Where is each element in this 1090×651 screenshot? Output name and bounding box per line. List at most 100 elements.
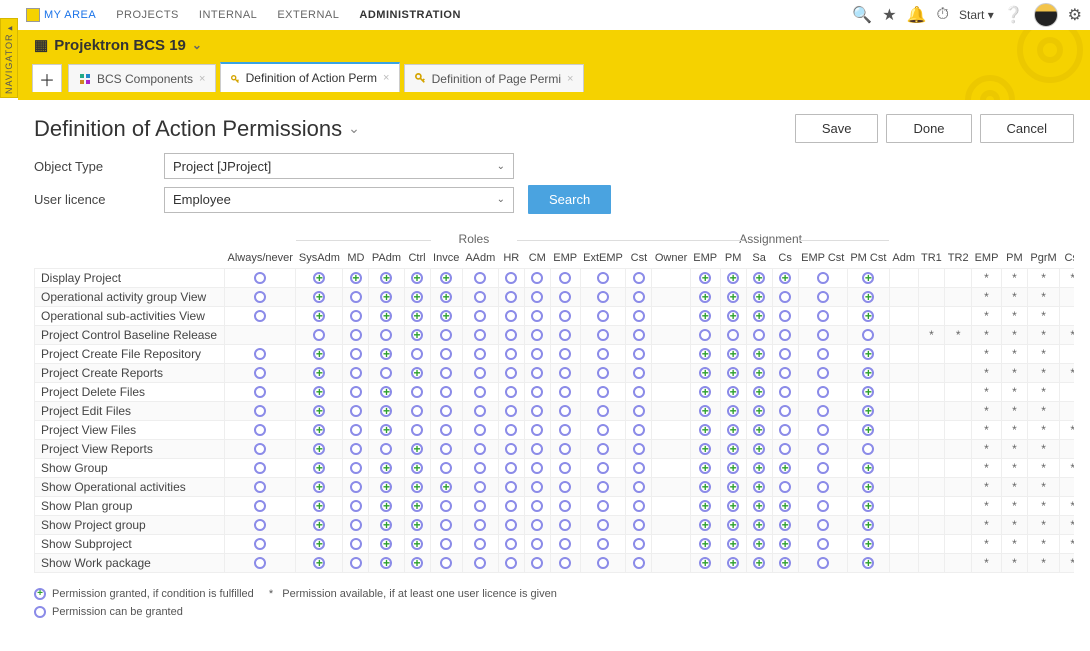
permission-cell[interactable] xyxy=(225,478,296,497)
permission-cell[interactable]: + xyxy=(369,383,404,402)
permission-cell[interactable] xyxy=(462,269,498,288)
column-header[interactable]: MD xyxy=(343,248,369,269)
permission-cell[interactable] xyxy=(430,364,462,383)
permission-cell[interactable]: + xyxy=(772,554,798,573)
permission-cell[interactable] xyxy=(580,516,626,535)
permission-cell[interactable] xyxy=(498,269,524,288)
permission-cell[interactable] xyxy=(343,535,369,554)
permission-cell[interactable]: + xyxy=(746,440,772,459)
column-header[interactable]: Sa xyxy=(746,248,772,269)
permission-cell[interactable] xyxy=(498,364,524,383)
nav-item[interactable]: EXTERNAL xyxy=(267,9,349,21)
permission-cell[interactable] xyxy=(798,307,847,326)
column-header[interactable]: HR xyxy=(498,248,524,269)
permission-cell[interactable]: + xyxy=(404,516,430,535)
permission-cell[interactable]: + xyxy=(720,364,746,383)
column-header[interactable]: PM xyxy=(1001,248,1027,269)
permission-cell[interactable] xyxy=(430,459,462,478)
permission-cell[interactable]: + xyxy=(746,288,772,307)
permission-cell[interactable] xyxy=(772,345,798,364)
permission-cell[interactable] xyxy=(498,516,524,535)
permission-cell[interactable] xyxy=(343,402,369,421)
column-header[interactable]: PM Cst xyxy=(847,248,889,269)
search-button[interactable]: Search xyxy=(528,185,611,214)
permission-cell[interactable] xyxy=(772,288,798,307)
permission-cell[interactable]: + xyxy=(369,402,404,421)
permission-cell[interactable] xyxy=(550,516,580,535)
permission-cell[interactable]: + xyxy=(690,345,720,364)
permission-cell[interactable] xyxy=(430,554,462,573)
column-header[interactable]: Cst xyxy=(1060,248,1074,269)
permission-cell[interactable] xyxy=(580,421,626,440)
permission-cell[interactable]: + xyxy=(720,288,746,307)
permission-cell[interactable]: + xyxy=(296,269,343,288)
search-icon[interactable]: 🔍 xyxy=(852,5,872,25)
permission-cell[interactable] xyxy=(462,535,498,554)
permission-cell[interactable]: + xyxy=(847,364,889,383)
permission-cell[interactable]: + xyxy=(847,459,889,478)
permission-cell[interactable] xyxy=(430,383,462,402)
column-header[interactable]: PAdm xyxy=(369,248,404,269)
permission-cell[interactable]: + xyxy=(404,269,430,288)
permission-cell[interactable]: + xyxy=(343,269,369,288)
permission-cell[interactable]: + xyxy=(690,364,720,383)
settings-gear-icon[interactable]: ⚙ xyxy=(1068,5,1082,25)
permission-cell[interactable] xyxy=(225,383,296,402)
permission-cell[interactable]: + xyxy=(746,421,772,440)
permission-cell[interactable] xyxy=(580,269,626,288)
permission-cell[interactable] xyxy=(550,402,580,421)
permission-cell[interactable] xyxy=(524,288,550,307)
permission-cell[interactable] xyxy=(524,307,550,326)
permission-cell[interactable]: + xyxy=(772,269,798,288)
permission-cell[interactable] xyxy=(550,383,580,402)
permission-cell[interactable]: + xyxy=(369,554,404,573)
permission-cell[interactable] xyxy=(798,516,847,535)
permission-cell[interactable] xyxy=(430,516,462,535)
permission-cell[interactable] xyxy=(847,440,889,459)
permission-cell[interactable]: + xyxy=(296,497,343,516)
permission-cell[interactable]: + xyxy=(369,497,404,516)
permission-cell[interactable] xyxy=(225,440,296,459)
bell-icon[interactable]: 🔔 xyxy=(907,5,927,25)
permission-cell[interactable] xyxy=(798,421,847,440)
permission-cell[interactable] xyxy=(498,326,524,345)
permission-cell[interactable]: + xyxy=(690,269,720,288)
permission-cell[interactable]: + xyxy=(746,478,772,497)
permission-cell[interactable] xyxy=(550,307,580,326)
permission-cell[interactable] xyxy=(798,383,847,402)
permission-cell[interactable] xyxy=(498,383,524,402)
permission-cell[interactable] xyxy=(524,269,550,288)
permission-cell[interactable] xyxy=(343,383,369,402)
permission-cell[interactable] xyxy=(524,345,550,364)
permission-cell[interactable] xyxy=(580,402,626,421)
permission-cell[interactable] xyxy=(772,383,798,402)
permission-cell[interactable] xyxy=(580,345,626,364)
permission-cell[interactable] xyxy=(462,440,498,459)
column-header[interactable]: SysAdm xyxy=(296,248,343,269)
column-header[interactable]: TR1 xyxy=(918,248,945,269)
permission-cell[interactable]: + xyxy=(369,459,404,478)
permission-cell[interactable]: + xyxy=(746,459,772,478)
permission-cell[interactable] xyxy=(343,459,369,478)
permission-cell[interactable] xyxy=(369,326,404,345)
permission-cell[interactable]: + xyxy=(404,497,430,516)
permission-cell[interactable] xyxy=(343,478,369,497)
permission-cell[interactable] xyxy=(524,440,550,459)
permission-cell[interactable]: + xyxy=(720,497,746,516)
permission-cell[interactable] xyxy=(369,440,404,459)
save-button[interactable]: Save xyxy=(795,114,879,143)
permission-cell[interactable]: + xyxy=(847,497,889,516)
permission-cell[interactable] xyxy=(225,364,296,383)
permission-cell[interactable] xyxy=(225,554,296,573)
column-header[interactable]: Adm xyxy=(889,248,918,269)
permission-cell[interactable] xyxy=(626,421,652,440)
permission-cell[interactable] xyxy=(369,364,404,383)
permission-cell[interactable] xyxy=(524,326,550,345)
permission-cell[interactable]: + xyxy=(847,478,889,497)
permission-cell[interactable] xyxy=(430,402,462,421)
permission-cell[interactable] xyxy=(462,459,498,478)
nav-item[interactable]: ADMINISTRATION xyxy=(349,9,471,21)
permission-cell[interactable]: + xyxy=(746,364,772,383)
column-header[interactable]: AAdm xyxy=(462,248,498,269)
permission-cell[interactable] xyxy=(524,478,550,497)
